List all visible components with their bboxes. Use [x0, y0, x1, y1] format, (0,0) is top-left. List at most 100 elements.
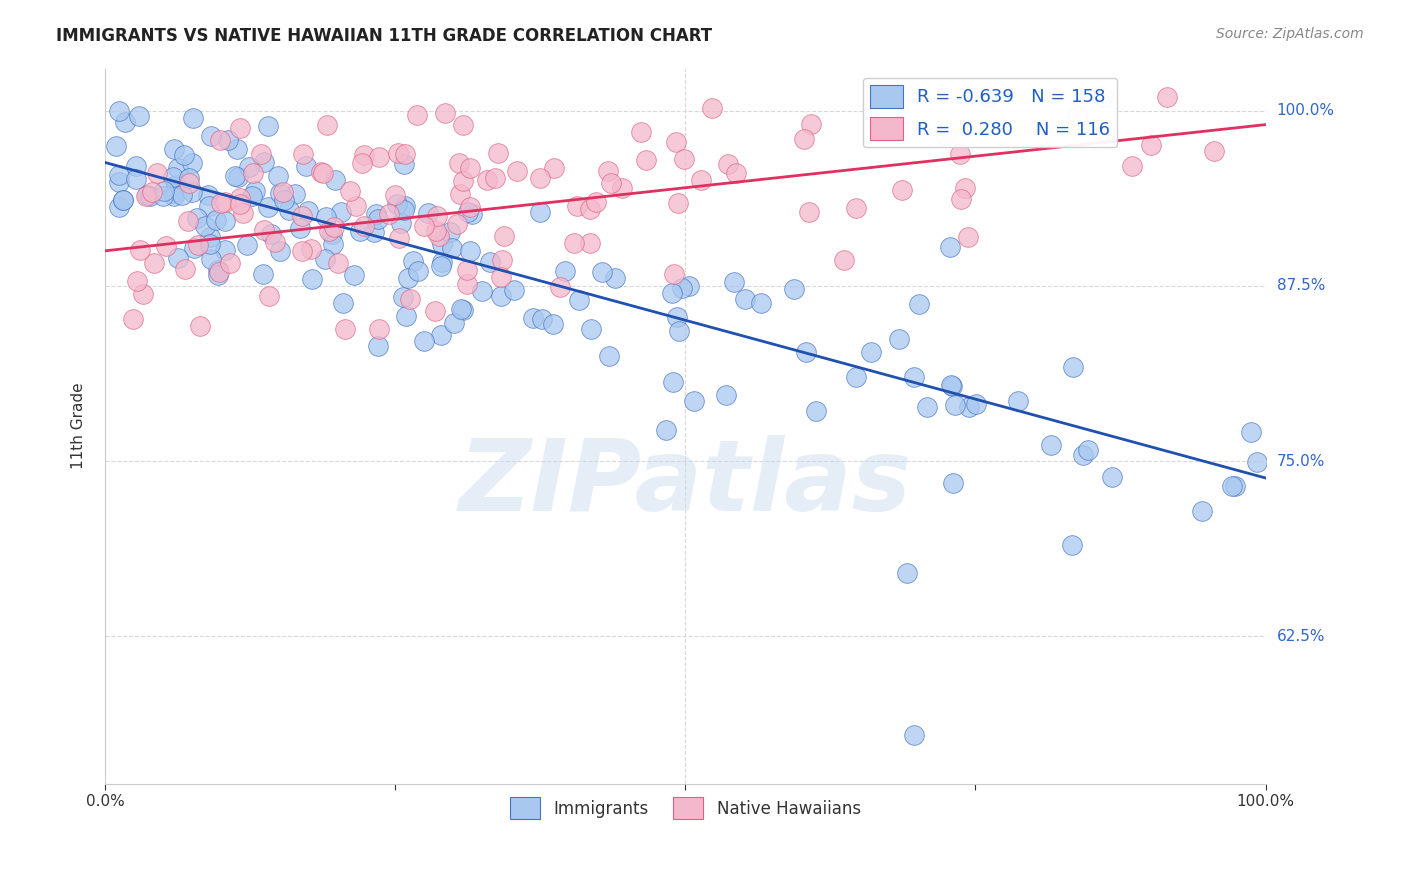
Point: [162, 169, 184, 184]
Point: [209, 196, 232, 211]
Point: [200, 252, 222, 266]
Point: [330, 205, 353, 219]
Point: [612, 180, 634, 194]
Point: [917, 400, 939, 414]
Point: [596, 164, 619, 178]
Point: [492, 228, 515, 243]
Point: [224, 169, 246, 183]
Point: [394, 199, 416, 213]
Point: [167, 251, 190, 265]
Point: [388, 231, 411, 245]
Point: [430, 259, 453, 273]
Point: [269, 186, 291, 200]
Point: [291, 244, 314, 259]
Point: [384, 188, 406, 202]
Point: [543, 161, 565, 176]
Text: 62.5%: 62.5%: [1277, 629, 1326, 644]
Point: [541, 317, 564, 331]
Point: [368, 322, 391, 336]
Point: [322, 237, 344, 252]
Legend: Immigrants, Native Hawaiians: Immigrants, Native Hawaiians: [503, 790, 868, 825]
Point: [568, 293, 591, 307]
Point: [630, 125, 652, 139]
Point: [502, 283, 524, 297]
Point: [177, 176, 200, 190]
Point: [219, 256, 242, 270]
Point: [170, 187, 193, 202]
Point: [252, 154, 274, 169]
Point: [804, 404, 827, 418]
Point: [1007, 394, 1029, 409]
Point: [152, 184, 174, 198]
Point: [238, 160, 260, 174]
Point: [198, 199, 221, 213]
Point: [197, 187, 219, 202]
Point: [447, 156, 470, 170]
Point: [723, 275, 745, 289]
Point: [896, 566, 918, 581]
Point: [315, 211, 337, 225]
Point: [800, 117, 823, 131]
Point: [529, 171, 551, 186]
Point: [683, 394, 706, 409]
Point: [655, 423, 678, 437]
Point: [578, 236, 600, 251]
Point: [278, 202, 301, 217]
Point: [943, 398, 966, 412]
Point: [207, 268, 229, 283]
Point: [187, 237, 209, 252]
Point: [367, 339, 389, 353]
Point: [941, 379, 963, 393]
Text: ZIPatlas: ZIPatlas: [458, 434, 912, 532]
Point: [434, 106, 457, 120]
Point: [257, 119, 280, 133]
Point: [260, 227, 283, 241]
Point: [458, 200, 481, 214]
Point: [416, 206, 439, 220]
Point: [194, 219, 217, 234]
Point: [173, 262, 195, 277]
Point: [548, 279, 571, 293]
Point: [391, 290, 413, 304]
Point: [267, 169, 290, 184]
Point: [108, 200, 131, 214]
Point: [155, 238, 177, 252]
Point: [845, 369, 868, 384]
Point: [439, 225, 461, 239]
Point: [939, 240, 962, 254]
Point: [1092, 89, 1115, 103]
Point: [845, 201, 868, 215]
Point: [405, 108, 427, 122]
Point: [456, 277, 478, 292]
Point: [271, 185, 294, 199]
Point: [1156, 89, 1178, 103]
Point: [471, 285, 494, 299]
Point: [1039, 438, 1062, 452]
Point: [458, 244, 481, 258]
Point: [180, 186, 202, 200]
Point: [132, 286, 155, 301]
Point: [129, 243, 152, 257]
Point: [908, 297, 931, 311]
Point: [668, 324, 690, 338]
Point: [394, 147, 416, 161]
Point: [162, 186, 184, 201]
Point: [406, 264, 429, 278]
Point: [700, 101, 723, 115]
Point: [794, 345, 817, 359]
Point: [1101, 470, 1123, 484]
Point: [292, 147, 315, 161]
Point: [229, 197, 252, 211]
Point: [531, 312, 554, 326]
Point: [450, 302, 472, 317]
Point: [666, 196, 689, 211]
Point: [453, 303, 475, 318]
Point: [491, 269, 513, 284]
Point: [323, 173, 346, 187]
Point: [242, 166, 264, 180]
Point: [295, 159, 318, 173]
Point: [301, 272, 323, 286]
Point: [903, 369, 925, 384]
Point: [349, 224, 371, 238]
Point: [259, 289, 281, 303]
